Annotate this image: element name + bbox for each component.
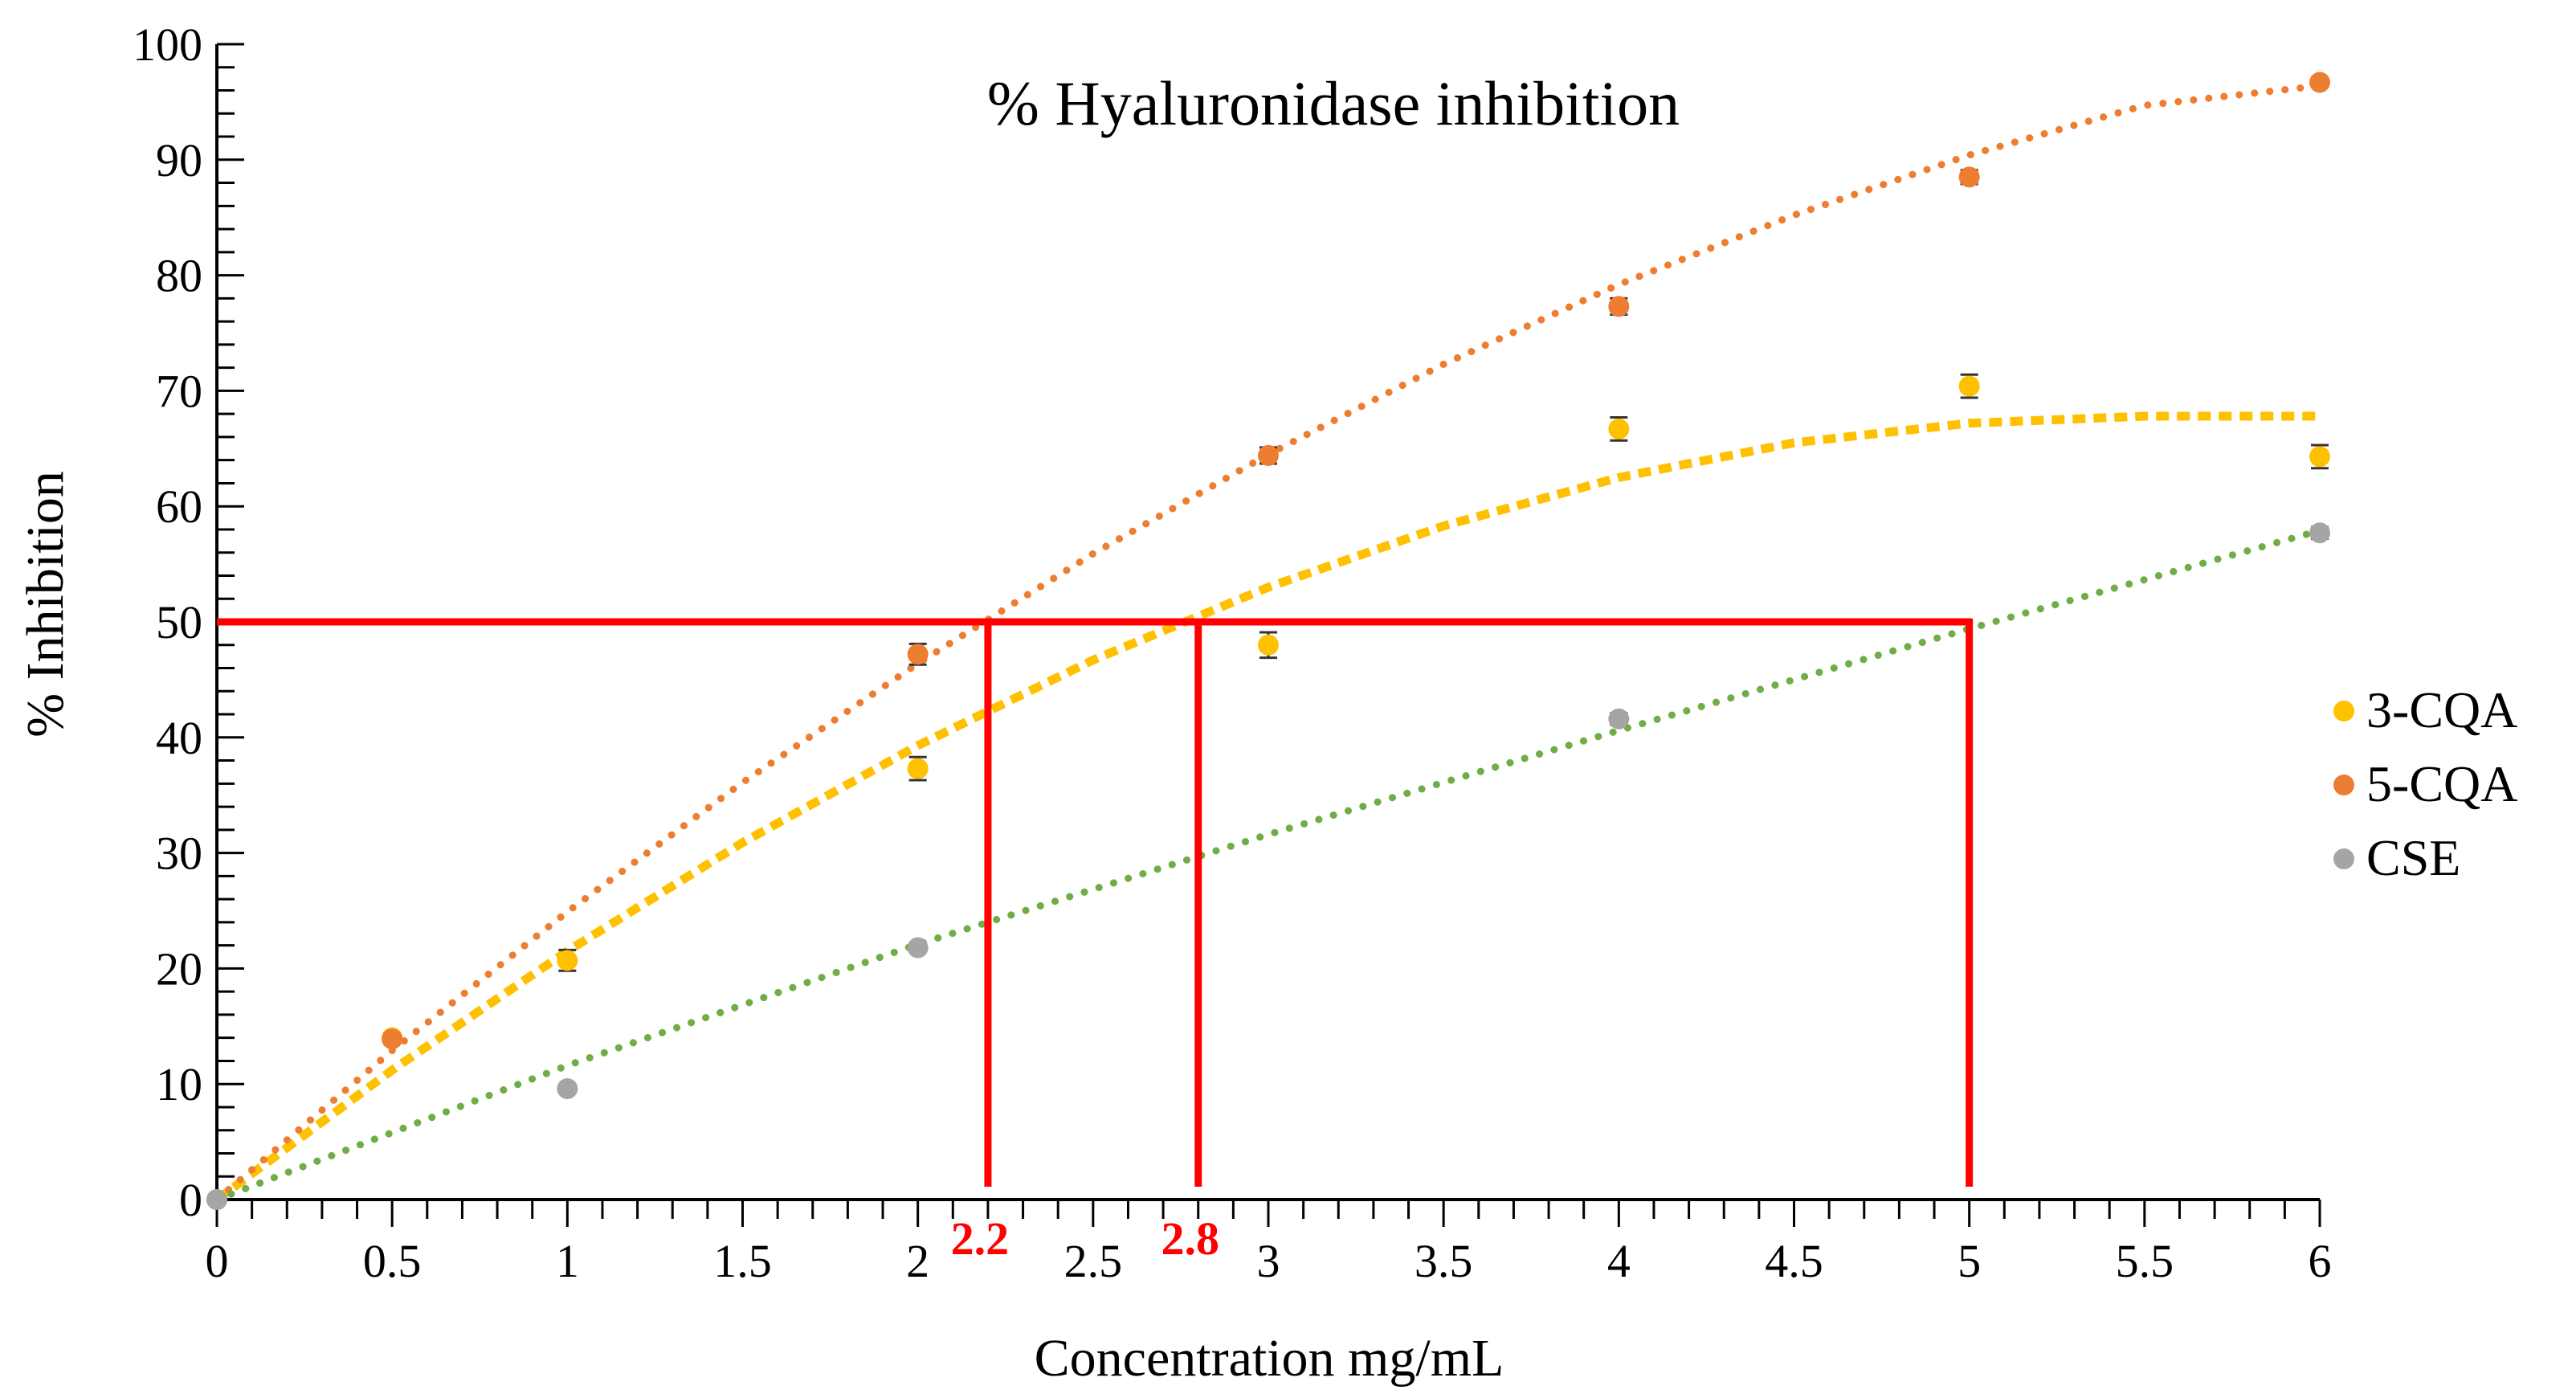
y-tick-label: 20 — [156, 942, 202, 995]
legend-label: 3-CQA — [2366, 681, 2517, 738]
y-tick-label: 100 — [133, 18, 202, 71]
data-point-3-cqa — [1608, 415, 1630, 442]
ic50-label: 2.8 — [1161, 1212, 1219, 1265]
data-point-3-cqa — [2309, 444, 2330, 470]
data-point-5-cqa — [2309, 72, 2330, 93]
x-tick-label: 0 — [206, 1235, 229, 1287]
legend-label: 5-CQA — [2366, 755, 2517, 812]
y-tick-label: 80 — [156, 250, 202, 302]
x-tick-label: 4 — [1607, 1235, 1631, 1287]
data-point-3-cqa — [1258, 631, 1279, 660]
data-point-3-cqa — [1958, 373, 1980, 399]
y-tick-label: 30 — [156, 828, 202, 880]
y-tick-label: 90 — [156, 134, 202, 186]
legend-item-cse: CSE — [2333, 829, 2460, 886]
data-point-cse — [907, 937, 929, 959]
legend-marker — [2333, 848, 2354, 869]
x-tick-label: 5 — [1958, 1235, 1981, 1287]
chart-title: % Hyaluronidase inhibition — [987, 68, 1680, 138]
y-tick-label: 10 — [156, 1058, 202, 1110]
data-point-5-cqa — [1608, 296, 1630, 317]
x-tick-label: 2 — [906, 1235, 929, 1287]
y-tick-label: 50 — [156, 596, 202, 648]
data-point-cse — [557, 1077, 578, 1099]
x-tick-label: 3 — [1257, 1235, 1280, 1287]
ic50-label: 2.2 — [951, 1212, 1010, 1265]
y-axis-ticks: 0 10 20 30 40 50 60 70 80 90 100 — [133, 18, 244, 1226]
x-tick-label: 5.5 — [2116, 1235, 2174, 1287]
data-point-3-cqa — [557, 948, 578, 972]
x-tick-label: 1 — [556, 1235, 579, 1287]
y-tick-label: 0 — [179, 1174, 202, 1226]
x-tick-label: 0.5 — [363, 1235, 422, 1287]
legend: 3-CQA 5-CQA CSE — [2333, 681, 2517, 886]
y-tick-label: 60 — [156, 480, 202, 533]
x-axis-title: Concentration mg/mL — [1035, 1329, 1504, 1388]
data-point-5-cqa — [382, 1028, 403, 1050]
x-axis-ticks: 0 0.5 1 1.5 2 2.5 3 3.5 4 4.5 5 5.5 6 — [206, 1200, 2332, 1287]
legend-marker — [2333, 701, 2354, 722]
data-points-layer — [206, 72, 2330, 1210]
data-point-cse — [2309, 522, 2330, 544]
y-tick-label: 40 — [156, 712, 202, 764]
axes-layer: 0 0.5 1 1.5 2 2.5 3 3.5 4 4.5 5 5.5 6 0 10 20 30 40 50 60 7… — [133, 18, 2332, 1287]
x-tick-label: 2.5 — [1064, 1235, 1123, 1287]
trendline-cse — [213, 526, 2324, 1204]
y-axis-title: % Inhibition — [16, 471, 75, 738]
legend-label: CSE — [2366, 829, 2460, 886]
data-point-5-cqa — [1958, 166, 1980, 188]
data-point-5-cqa — [1258, 444, 1279, 466]
y-tick-label: 70 — [156, 365, 202, 417]
legend-item-3-cqa: 3-CQA — [2333, 681, 2517, 738]
data-point-3-cqa — [907, 755, 929, 782]
data-point-cse — [206, 1189, 227, 1210]
legend-marker — [2333, 775, 2354, 795]
data-point-5-cqa — [907, 642, 929, 666]
data-point-cse — [1608, 708, 1630, 730]
x-tick-label: 6 — [2309, 1235, 2332, 1287]
ic50-reference-layer: 2.2 2.8 — [217, 618, 1974, 1265]
x-tick-label: 1.5 — [713, 1235, 772, 1287]
x-tick-label: 3.5 — [1415, 1235, 1473, 1287]
legend-item-5-cqa: 5-CQA — [2333, 755, 2517, 812]
x-tick-label: 4.5 — [1765, 1235, 1823, 1287]
